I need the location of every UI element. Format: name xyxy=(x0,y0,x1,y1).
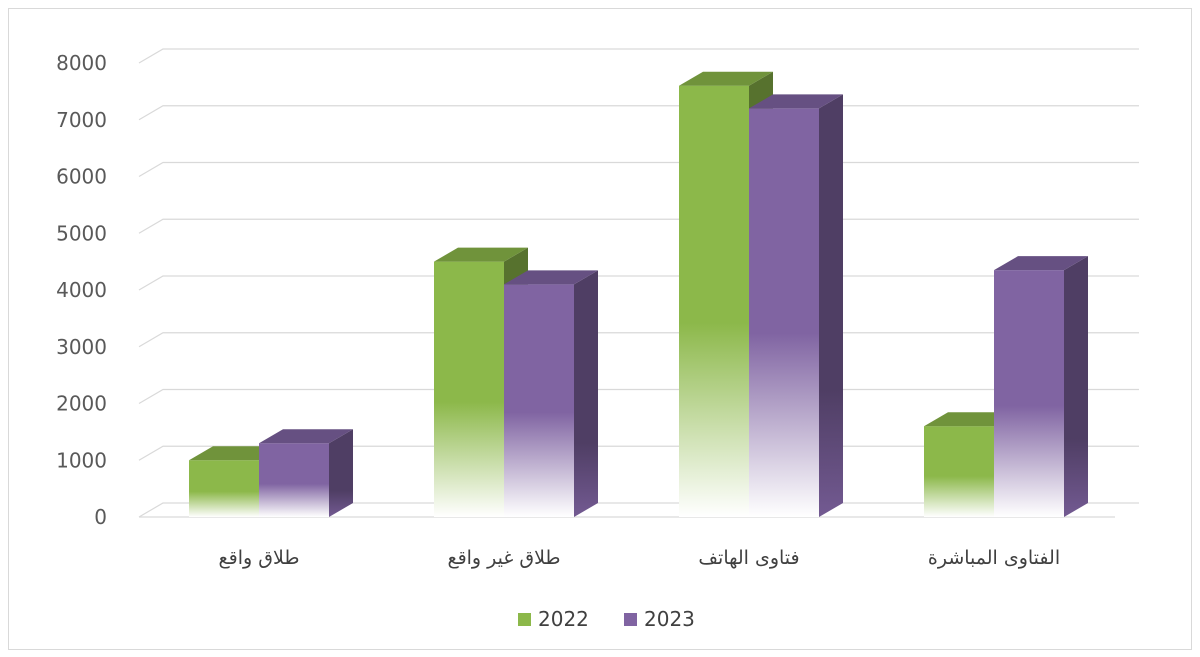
bar-front xyxy=(259,443,329,517)
bar-front xyxy=(994,270,1064,517)
y-tick-label: 2000 xyxy=(56,392,107,416)
category-label: فتاوى الهاتف xyxy=(698,547,799,569)
y-tick-label: 8000 xyxy=(56,51,107,75)
grid-line xyxy=(138,218,1139,234)
bar-top xyxy=(994,256,1088,271)
legend: 2022 2023 xyxy=(518,607,695,631)
bar xyxy=(504,270,598,517)
grid-line xyxy=(138,161,1139,178)
bar-top xyxy=(259,429,353,444)
grid-line xyxy=(138,48,1139,64)
grid-line xyxy=(138,105,1139,121)
legend-label: 2022 xyxy=(538,607,589,631)
bars xyxy=(189,71,1088,518)
bar-side xyxy=(1064,256,1088,517)
category-label: طلاق غير واقع xyxy=(447,547,560,569)
bar-top xyxy=(434,247,528,262)
y-tick-label: 5000 xyxy=(56,221,107,245)
bar-side xyxy=(574,270,598,517)
bar-front xyxy=(749,108,819,518)
bar xyxy=(259,429,353,517)
bar-top xyxy=(679,71,773,86)
grid-line xyxy=(138,388,1139,405)
y-tick-label: 1000 xyxy=(56,448,107,472)
grid-line xyxy=(138,332,1139,348)
bar xyxy=(994,256,1088,517)
y-tick-label: 7000 xyxy=(56,108,107,132)
bar-side xyxy=(329,429,353,517)
grid-line xyxy=(138,275,1139,291)
x-axis-labels: طلاق واقع طلاق غير واقع فتاوى الهاتف الفتاو… xyxy=(219,547,1061,569)
bar-front xyxy=(924,426,994,517)
legend-swatch xyxy=(624,613,637,626)
bar-side xyxy=(819,94,843,518)
bar-top xyxy=(504,270,598,285)
category-label: الفتاوى المباشرة xyxy=(928,547,1060,569)
y-tick-label: 6000 xyxy=(56,165,107,189)
y-tick-label: 0 xyxy=(94,505,107,529)
bar-top xyxy=(749,94,843,109)
bar-front xyxy=(189,460,259,517)
legend-label: 2023 xyxy=(644,607,695,631)
y-axis-ticks: 0 1000 2000 3000 4000 5000 6000 7000 8000 xyxy=(56,51,107,529)
bar-front xyxy=(504,284,574,517)
y-tick-label: 4000 xyxy=(56,278,107,302)
legend-swatch xyxy=(518,613,531,626)
bar-front xyxy=(434,261,504,517)
bar xyxy=(749,94,843,518)
category-label: طلاق واقع xyxy=(219,547,300,569)
chart-frame: 0 1000 2000 3000 4000 5000 6000 7000 8000 طلاق و… xyxy=(8,8,1192,650)
bar-chart: 0 1000 2000 3000 4000 5000 6000 7000 8000 طلاق و… xyxy=(56,48,1139,631)
bar-front xyxy=(679,85,749,517)
y-tick-label: 3000 xyxy=(56,335,107,359)
